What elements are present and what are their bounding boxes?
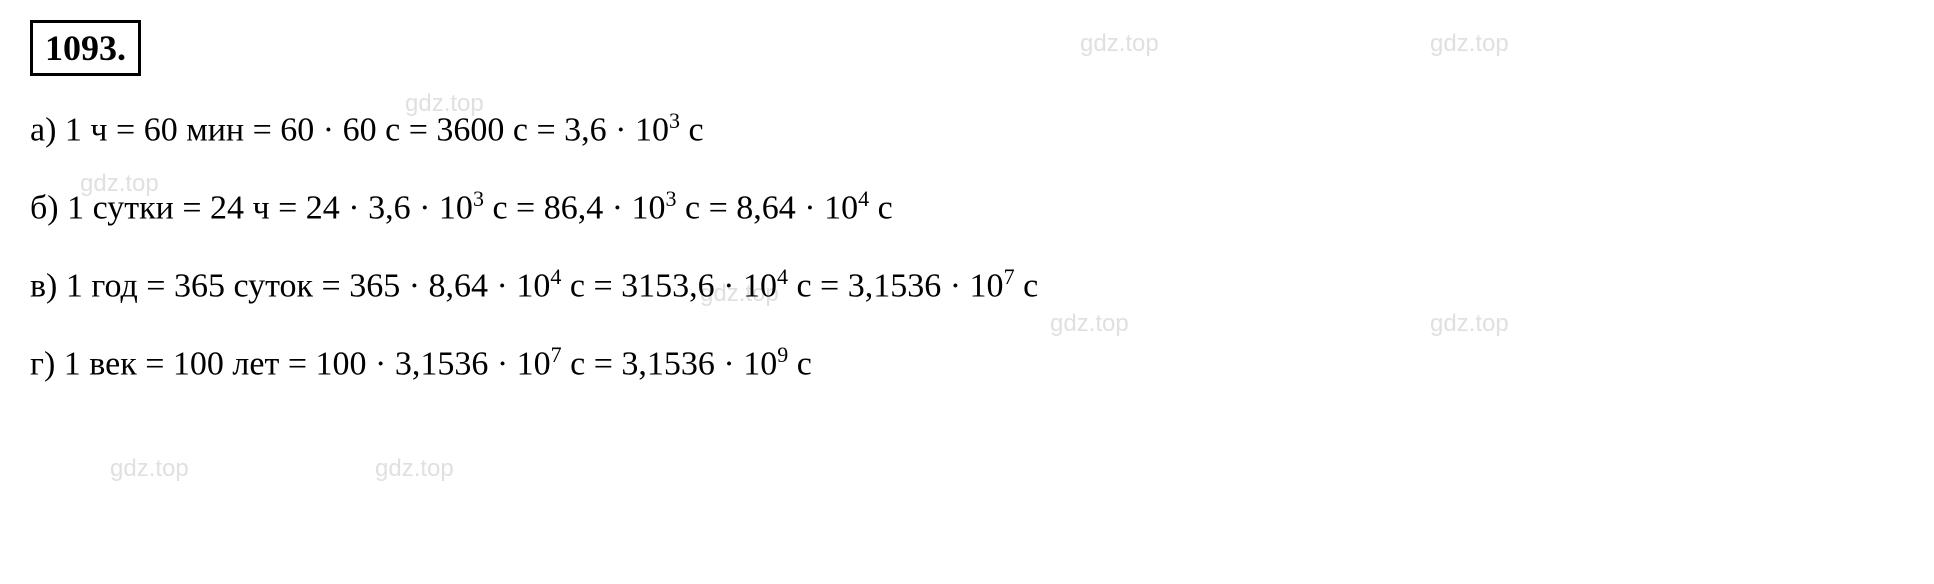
- exp-b-3: 3: [666, 186, 677, 211]
- content-a-0: 1 ч = 60 мин = 60 · 60 с = 3600 с = 3,6 …: [65, 111, 669, 148]
- exp-b-5: 4: [858, 186, 869, 211]
- line-b: б) 1 сутки = 24 ч = 24 · 3,6 · 103 с = 8…: [30, 184, 1904, 232]
- problem-number-box: 1093.: [30, 20, 141, 76]
- content-c-6: с: [1015, 267, 1039, 304]
- content-d-4: с: [788, 345, 812, 382]
- watermark: gdz.top: [1430, 30, 1509, 58]
- content-d-0: 1 век = 100 лет = 100 · 3,1536 · 10: [64, 345, 551, 382]
- watermark: gdz.top: [1080, 30, 1159, 58]
- watermark: gdz.top: [110, 455, 189, 483]
- label-c: в): [30, 267, 57, 304]
- exp-a-1: 3: [669, 108, 680, 133]
- exp-c-1: 4: [550, 264, 561, 289]
- exp-b-1: 3: [473, 186, 484, 211]
- content-a-2: с: [680, 111, 704, 148]
- watermark: gdz.top: [375, 455, 454, 483]
- content-b-6: с: [869, 189, 893, 226]
- content-c-0: 1 год = 365 суток = 365 · 8,64 · 10: [66, 267, 550, 304]
- exp-c-5: 7: [1004, 264, 1015, 289]
- content-c-4: с = 3,1536 · 10: [788, 267, 1004, 304]
- content-b-2: с = 86,4 · 10: [484, 189, 666, 226]
- line-d: г) 1 век = 100 лет = 100 · 3,1536 · 107 …: [30, 340, 1904, 388]
- content-b-4: с = 8,64 · 10: [677, 189, 859, 226]
- label-a: а): [30, 111, 56, 148]
- problem-number: 1093.: [45, 28, 126, 68]
- content-c-2: с = 3153,6 · 10: [561, 267, 777, 304]
- watermark: gdz.top: [1430, 310, 1509, 338]
- exp-d-1: 7: [551, 342, 562, 367]
- exp-d-3: 9: [777, 342, 788, 367]
- line-c: в) 1 год = 365 суток = 365 · 8,64 · 104 …: [30, 262, 1904, 310]
- content-b-0: 1 сутки = 24 ч = 24 · 3,6 · 10: [67, 189, 473, 226]
- exp-c-3: 4: [777, 264, 788, 289]
- label-d: г): [30, 345, 55, 382]
- label-b: б): [30, 189, 59, 226]
- watermark: gdz.top: [1050, 310, 1129, 338]
- line-a: а) 1 ч = 60 мин = 60 · 60 с = 3600 с = 3…: [30, 106, 1904, 154]
- content-d-2: с = 3,1536 · 10: [562, 345, 778, 382]
